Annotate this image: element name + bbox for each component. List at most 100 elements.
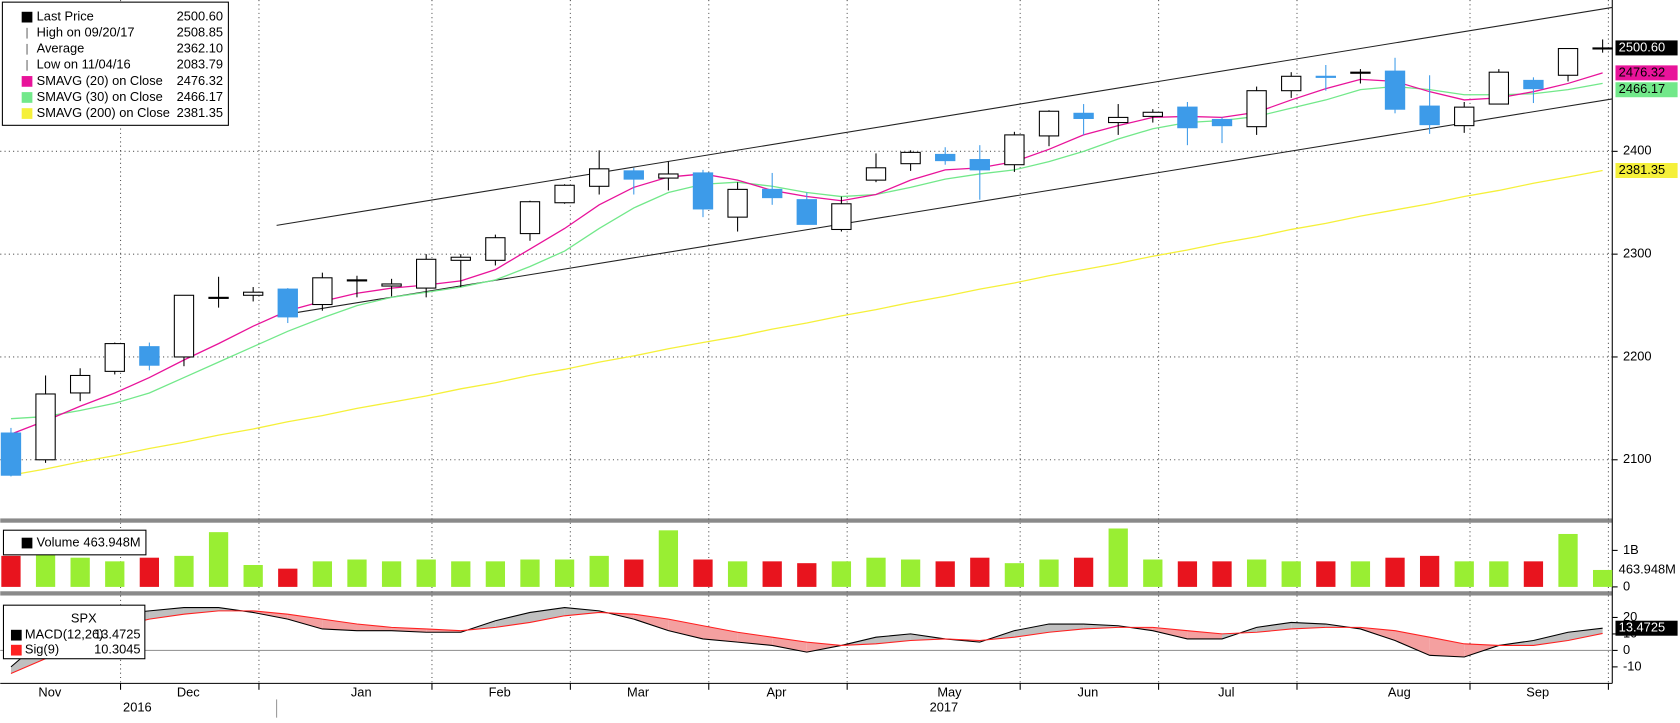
candle-body: [1523, 79, 1544, 90]
candle-body: [727, 188, 748, 218]
legend-swatch: [21, 76, 33, 87]
volume-bar: [1108, 528, 1128, 587]
volume-bar: [312, 561, 333, 587]
volume-bar: [1489, 561, 1509, 587]
volume-bar: [1212, 561, 1232, 587]
candle-body: [69, 374, 91, 394]
candle-body: [623, 170, 644, 180]
volume-bar: [1419, 555, 1440, 587]
legend-box: [1, 1, 229, 126]
volume-bar: [1004, 563, 1025, 587]
macd-fill: [1187, 630, 1223, 639]
macd-fill: [1014, 624, 1050, 638]
legend: Volume 463.948M: [2, 529, 147, 556]
volume-bar: [1350, 561, 1371, 587]
legend-value: 13.4725: [94, 627, 140, 642]
volume-bar: [1281, 561, 1301, 587]
x-tick-label: Jan: [351, 684, 372, 699]
trendline: [276, 6, 1613, 226]
legend-swatch: [21, 108, 33, 119]
candle-body: [1384, 70, 1406, 110]
candle-body: [519, 201, 541, 235]
candle-body: [1350, 71, 1371, 74]
value-tag: 2466.17: [1619, 81, 1665, 96]
candle-body: [1557, 47, 1579, 76]
candle-body: [692, 172, 714, 210]
legend-swatch: [10, 644, 22, 656]
candle-body: [1592, 47, 1613, 50]
value-tag: 2381.35: [1619, 162, 1665, 177]
legend-label: Low on 11/04/16: [37, 57, 131, 72]
x-tick-label: Mar: [627, 684, 650, 699]
volume-bar: [1316, 561, 1336, 587]
macd-fill: [564, 607, 600, 616]
y-tick-label: -10: [1623, 658, 1642, 673]
legend-label: High on 09/20/17: [37, 25, 135, 40]
x-tick-label: Nov: [38, 684, 61, 699]
value-tag: 2476.32: [1619, 64, 1665, 79]
x-tick-label: Jul: [1218, 684, 1234, 699]
candle-body: [173, 294, 195, 358]
candle-body: [104, 343, 125, 372]
macd-line: [10, 606, 1603, 668]
macd-fill: [702, 625, 738, 643]
legend-value: 2466.17: [177, 89, 223, 104]
x-tick-label: Feb: [489, 684, 511, 699]
legend-title: SPX: [71, 610, 97, 625]
legend-label: SMAVG (20) on Close: [37, 73, 163, 88]
y-tick-label: 2300: [1623, 246, 1652, 261]
candle-body: [139, 346, 160, 366]
y-tick-label: 1B: [1623, 542, 1639, 557]
x-group-label: 2017: [930, 699, 959, 714]
panel-separator: [0, 591, 1613, 596]
candle-body: [381, 283, 402, 287]
volume-bar: [1, 555, 21, 587]
x-group-label: 2016: [123, 699, 152, 714]
value-tag-bg: [1615, 65, 1678, 81]
volume-bar: [554, 559, 575, 587]
macd-fill: [183, 607, 219, 615]
volume-bar: [416, 559, 436, 587]
volume-bar: [1523, 561, 1544, 587]
volume-bar: [935, 561, 955, 587]
volume-bar: [1592, 569, 1613, 587]
macd-fill: [806, 642, 842, 653]
volume-bar: [381, 561, 402, 587]
volume-bar: [485, 561, 506, 587]
legend-box: [2, 604, 146, 660]
candle-body: [900, 151, 921, 165]
y-tick-label: 20: [1623, 609, 1637, 624]
candle-body: [277, 288, 298, 318]
volume-bar: [866, 557, 886, 587]
legend-value: 2508.85: [177, 25, 223, 40]
volume-bar: [589, 555, 609, 587]
macd-fill: [1049, 624, 1084, 633]
candle-body: [554, 184, 575, 204]
legend-value: 2476.32: [177, 73, 223, 88]
candle-body: [1315, 75, 1336, 78]
volume-bar: [208, 532, 229, 587]
volume-bar: [1177, 561, 1198, 587]
volume-bar: [35, 552, 56, 587]
candle-body: [1246, 90, 1267, 128]
legend: Last Price 2500.60 High on 09/20/17 2508.85…: [1, 1, 229, 126]
y-tick-label: 2100: [1623, 451, 1652, 466]
value-tag-bg: [1615, 163, 1678, 179]
candle-body: [1454, 106, 1475, 127]
value-tag-bg: [1615, 562, 1678, 578]
candle-body: [1281, 75, 1302, 92]
candle-body: [1004, 134, 1025, 166]
volume-bar: [278, 568, 298, 587]
value-tag-bg: [1615, 82, 1678, 98]
volume-bar: [139, 557, 160, 587]
candle-body: [1211, 118, 1233, 127]
legend-label: SMAVG (30) on Close: [37, 89, 163, 104]
value-tag-bg: [1615, 40, 1678, 56]
macd-fill: [495, 612, 530, 628]
y-tick-label: 0: [1623, 578, 1630, 593]
volume-bar: [693, 559, 713, 587]
macd-fill: [1533, 632, 1569, 646]
candle-body: [935, 153, 956, 162]
macd-fill: [1256, 622, 1292, 633]
macd-line: [10, 610, 1603, 675]
